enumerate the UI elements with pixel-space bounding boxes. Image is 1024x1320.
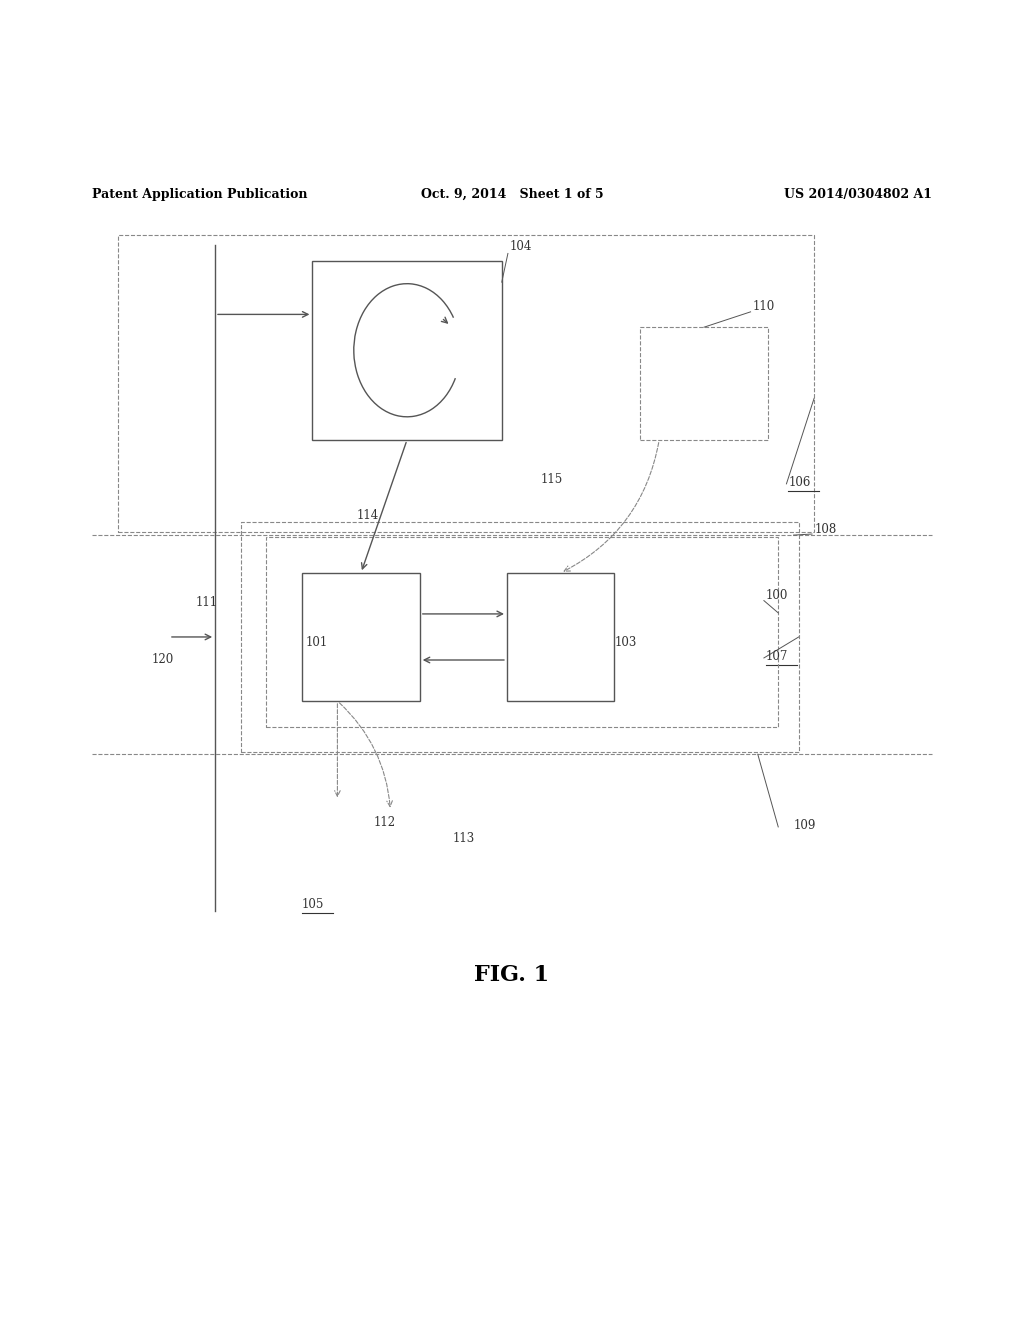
Bar (266, 537, 778, 726)
Text: FIG. 1: FIG. 1 (474, 965, 550, 986)
Text: 108: 108 (815, 523, 838, 536)
Text: 107: 107 (766, 649, 788, 663)
Text: 104: 104 (510, 240, 532, 253)
Text: Patent Application Publication: Patent Application Publication (92, 187, 307, 201)
Text: Oct. 9, 2014   Sheet 1 of 5: Oct. 9, 2014 Sheet 1 of 5 (421, 187, 603, 201)
Bar (118, 235, 814, 532)
Text: 114: 114 (356, 508, 379, 521)
Text: 106: 106 (788, 477, 811, 488)
Text: 100: 100 (766, 589, 788, 602)
Text: US 2014/0304802 A1: US 2014/0304802 A1 (783, 187, 932, 201)
Text: 120: 120 (152, 653, 174, 667)
Text: 111: 111 (196, 595, 218, 609)
Text: 112: 112 (374, 816, 396, 829)
Text: 103: 103 (614, 636, 637, 648)
Bar (507, 573, 614, 701)
Text: 101: 101 (305, 636, 328, 648)
Bar (241, 521, 799, 752)
Text: 115: 115 (541, 473, 563, 486)
Text: 105: 105 (302, 898, 325, 911)
Bar (312, 260, 502, 440)
Text: 113: 113 (453, 833, 475, 845)
Text: 109: 109 (794, 818, 816, 832)
Bar (302, 573, 420, 701)
Bar (640, 327, 768, 440)
Text: 110: 110 (753, 300, 775, 313)
